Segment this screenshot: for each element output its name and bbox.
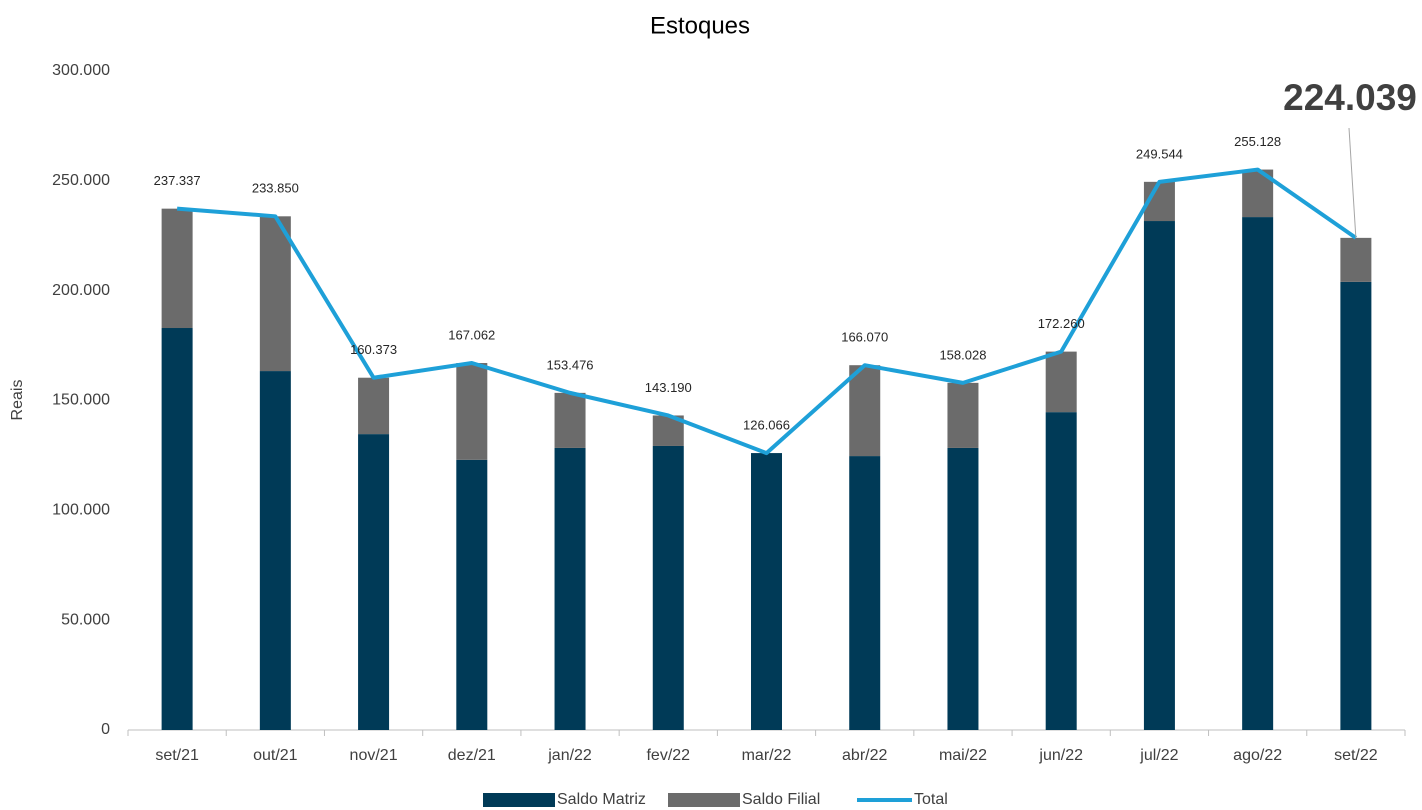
bar-segment — [1340, 237, 1372, 282]
x-tick-label: mar/22 — [742, 747, 792, 764]
bar-segment — [947, 382, 979, 448]
y-tick-label: 0 — [101, 721, 110, 738]
y-tick-label: 200.000 — [52, 282, 110, 299]
x-tick-label: set/21 — [155, 747, 199, 764]
bar-segment — [554, 392, 586, 448]
legend-swatch — [483, 793, 555, 807]
bar-segment — [358, 377, 390, 435]
y-tick-label: 100.000 — [52, 502, 110, 519]
bar-segment — [1045, 351, 1077, 413]
x-tick-label: fev/22 — [646, 747, 690, 764]
bar-segment — [358, 434, 390, 730]
x-tick-label: mai/22 — [939, 747, 987, 764]
data-label: 160.373 — [350, 342, 397, 357]
y-tick-label: 50.000 — [61, 611, 110, 628]
data-label: 172.260 — [1038, 316, 1085, 331]
y-tick-label: 250.000 — [52, 172, 110, 189]
data-label: 224.039 — [1283, 77, 1417, 118]
bar-segment — [1340, 281, 1372, 730]
bar-segment — [947, 447, 979, 730]
bar-segment — [259, 371, 291, 730]
data-label: 143.190 — [645, 380, 692, 395]
data-label: 255.128 — [1234, 134, 1281, 149]
bar-segment — [161, 328, 193, 730]
bar-segment — [652, 445, 684, 730]
data-label: 166.070 — [841, 330, 888, 345]
data-label: 167.062 — [448, 327, 495, 342]
x-tick-label: jun/22 — [1038, 747, 1083, 764]
bar-segment — [849, 365, 881, 457]
legend-swatch — [668, 793, 740, 807]
line-series — [176, 167, 1358, 456]
x-tick-label: jan/22 — [547, 747, 592, 764]
x-tick-label: dez/21 — [448, 747, 496, 764]
bar-segment — [161, 208, 193, 329]
data-label: 153.476 — [547, 357, 594, 372]
x-tick-label: abr/22 — [842, 747, 887, 764]
y-axis-label: Reais — [9, 380, 26, 421]
bar-segment — [751, 453, 782, 730]
legend-label: Saldo Filial — [742, 791, 820, 808]
bar-segment — [259, 216, 291, 372]
bar-segment — [456, 363, 488, 460]
annotation-leader — [1348, 127, 1357, 238]
x-tick-label: nov/21 — [350, 747, 398, 764]
bar-segment — [1045, 412, 1077, 730]
x-tick-label: set/22 — [1334, 747, 1378, 764]
legend-label: Total — [914, 791, 948, 808]
bar-segment — [554, 447, 586, 730]
x-tick-label: jul/22 — [1139, 747, 1178, 764]
legend-label: Saldo Matriz — [557, 791, 646, 808]
bar-segment — [1143, 221, 1175, 730]
x-tick-label: out/21 — [253, 747, 298, 764]
chart-title: Estoques — [650, 12, 750, 39]
data-label: 158.028 — [939, 347, 986, 362]
data-label: 237.337 — [154, 173, 201, 188]
data-label: 249.544 — [1136, 146, 1183, 161]
data-label: 126.066 — [743, 418, 790, 433]
data-label: 233.850 — [252, 181, 299, 196]
y-tick-label: 150.000 — [52, 392, 110, 409]
x-tick-label: ago/22 — [1233, 747, 1282, 764]
bar-segment — [849, 456, 881, 730]
bar-segment — [456, 459, 488, 730]
y-tick-label: 300.000 — [52, 62, 110, 79]
bar-segment — [1242, 217, 1274, 730]
